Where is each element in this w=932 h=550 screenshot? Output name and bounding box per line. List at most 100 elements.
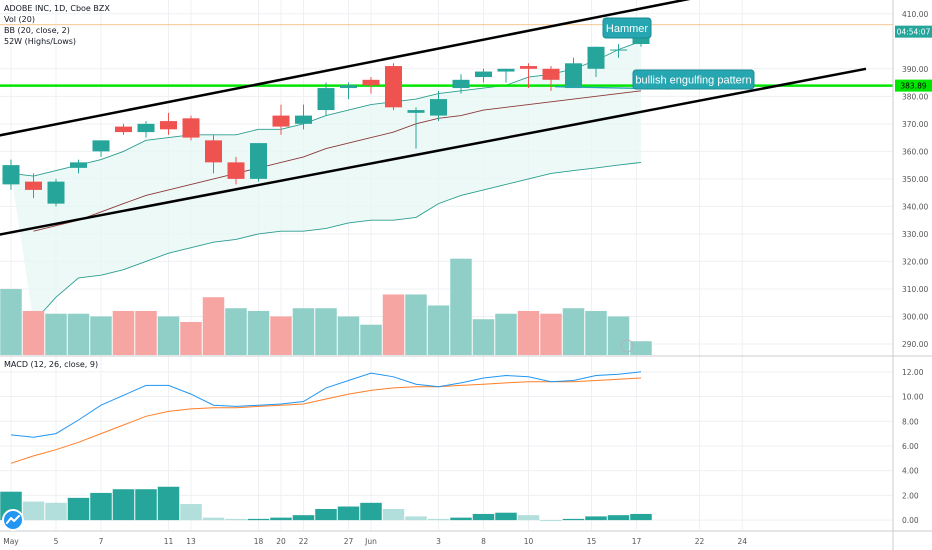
bollinger-fill — [11, 41, 641, 322]
time-tick-label: 8 — [481, 537, 486, 546]
candle — [227, 156, 245, 185]
candle-body — [385, 66, 402, 108]
candle — [542, 66, 560, 91]
candle-body — [137, 123, 155, 133]
macd-tick-label: 12.00 — [902, 368, 924, 377]
volume-bar — [225, 308, 247, 355]
candle-body — [47, 181, 65, 204]
channel-lower-line — [0, 67, 867, 236]
macd-histogram-bar — [382, 508, 405, 521]
volume-bar — [202, 297, 225, 355]
level-price-tag-label: 383.89 — [900, 82, 926, 91]
candle — [272, 104, 290, 135]
macd-histogram-bar — [540, 520, 562, 522]
macd-tick-label: 4.00 — [902, 467, 919, 476]
time-tick-label: 17 — [632, 537, 642, 546]
legend-symbol[interactable]: ADOBE INC, 1D, Cboe BZX — [4, 4, 110, 13]
candle — [452, 74, 470, 94]
candle — [295, 104, 312, 130]
macd-histogram-bar — [405, 516, 427, 521]
candle — [565, 57, 582, 89]
candle — [587, 46, 605, 78]
macd-histogram-bar — [517, 515, 540, 521]
candle-body — [565, 63, 582, 89]
macd-tick-label: 10.00 — [902, 393, 924, 402]
price-tick-label: 310.00 — [902, 285, 928, 294]
candle — [407, 107, 425, 149]
macd-histogram-bar — [360, 502, 382, 521]
macd-line — [10, 371, 642, 438]
price-tick-label: 380.00 — [902, 92, 928, 101]
time-tick-label: Jun — [364, 537, 377, 546]
macd-histogram-bar — [67, 497, 90, 521]
time-tick-label: 27 — [344, 537, 354, 546]
macd-histogram-bar — [90, 492, 112, 521]
candle-body — [452, 79, 470, 89]
macd-histogram-bar — [22, 501, 45, 521]
candle — [182, 115, 200, 141]
time-axis-labels: May 5 7 11 13 18 20 22 27 Jun 3 8 10 15 17 22 24 — [3, 537, 747, 546]
candle-body — [205, 140, 222, 163]
candle-body — [227, 162, 245, 179]
annotation-hammer-box — [602, 17, 652, 39]
candle — [137, 121, 155, 138]
candle — [115, 123, 132, 135]
price-tick-label: 290.00 — [902, 340, 928, 349]
volume-bar — [562, 308, 585, 355]
tradingview-logo-icon[interactable] — [2, 509, 24, 531]
candle-body — [610, 49, 627, 51]
volume-bar — [630, 341, 652, 355]
legend-bollinger[interactable]: BB (20, close, 2) — [4, 26, 70, 35]
candle-body — [340, 85, 357, 89]
volume-bar — [180, 321, 202, 355]
candle-body — [407, 110, 425, 113]
candle — [317, 82, 335, 116]
macd-histogram-bar — [180, 504, 202, 521]
volume-marker-icon — [620, 339, 634, 353]
candle — [250, 143, 267, 182]
volume-bar — [0, 288, 22, 355]
candle — [2, 159, 20, 190]
volume-bar — [247, 310, 270, 355]
price-axis-labels: 410.00 390.00 380.00 370.00 360.00 350.00 340.… — [902, 10, 928, 349]
candle — [205, 134, 222, 174]
candle-body — [542, 68, 560, 80]
time-tick-label: 22 — [299, 537, 309, 546]
macd-tick-label: 2.00 — [902, 491, 919, 500]
macd-histogram-bar — [472, 513, 495, 521]
candle — [70, 159, 87, 174]
level-price-tag-box — [895, 79, 932, 92]
volume-bar — [112, 310, 135, 355]
volume-bar — [90, 316, 112, 355]
time-tick-label: 10 — [524, 537, 534, 546]
volume-bar — [495, 313, 517, 355]
price-tick-label: 300.00 — [902, 312, 928, 321]
macd-histogram-bar — [495, 512, 517, 521]
legend-52w[interactable]: 52W (Highs/Lows) — [4, 37, 77, 46]
macd-histogram-bar — [315, 508, 337, 521]
candle — [362, 77, 380, 94]
time-tick-label: 24 — [737, 537, 747, 546]
volume-bar — [135, 310, 157, 355]
macd-histogram-bar — [270, 517, 292, 521]
legend-macd[interactable]: MACD (12, 26, close, 9) — [4, 360, 99, 369]
candle-body — [497, 68, 515, 72]
bollinger-bands — [10, 40, 642, 323]
candle-body — [2, 165, 20, 185]
macd-tick-label: 6.00 — [902, 442, 919, 451]
candle-body — [182, 118, 200, 138]
annotation-engulfing-box — [632, 69, 755, 90]
macd-tick-label: 8.00 — [902, 417, 919, 426]
annotation-engulfing-label: bullish engulfing pattern — [635, 75, 751, 87]
macd-histogram — [0, 486, 652, 522]
time-tick-label: 11 — [164, 537, 174, 546]
legend-volume[interactable]: Vol (20) — [4, 15, 35, 24]
volume-bars — [0, 258, 652, 355]
candle — [92, 140, 110, 157]
bollinger-upper-line — [10, 40, 642, 177]
time-tick-label: 18 — [254, 537, 264, 546]
macd-signal-line — [10, 377, 642, 464]
annotation-engulfing: bullish engulfing pattern — [554, 69, 755, 90]
